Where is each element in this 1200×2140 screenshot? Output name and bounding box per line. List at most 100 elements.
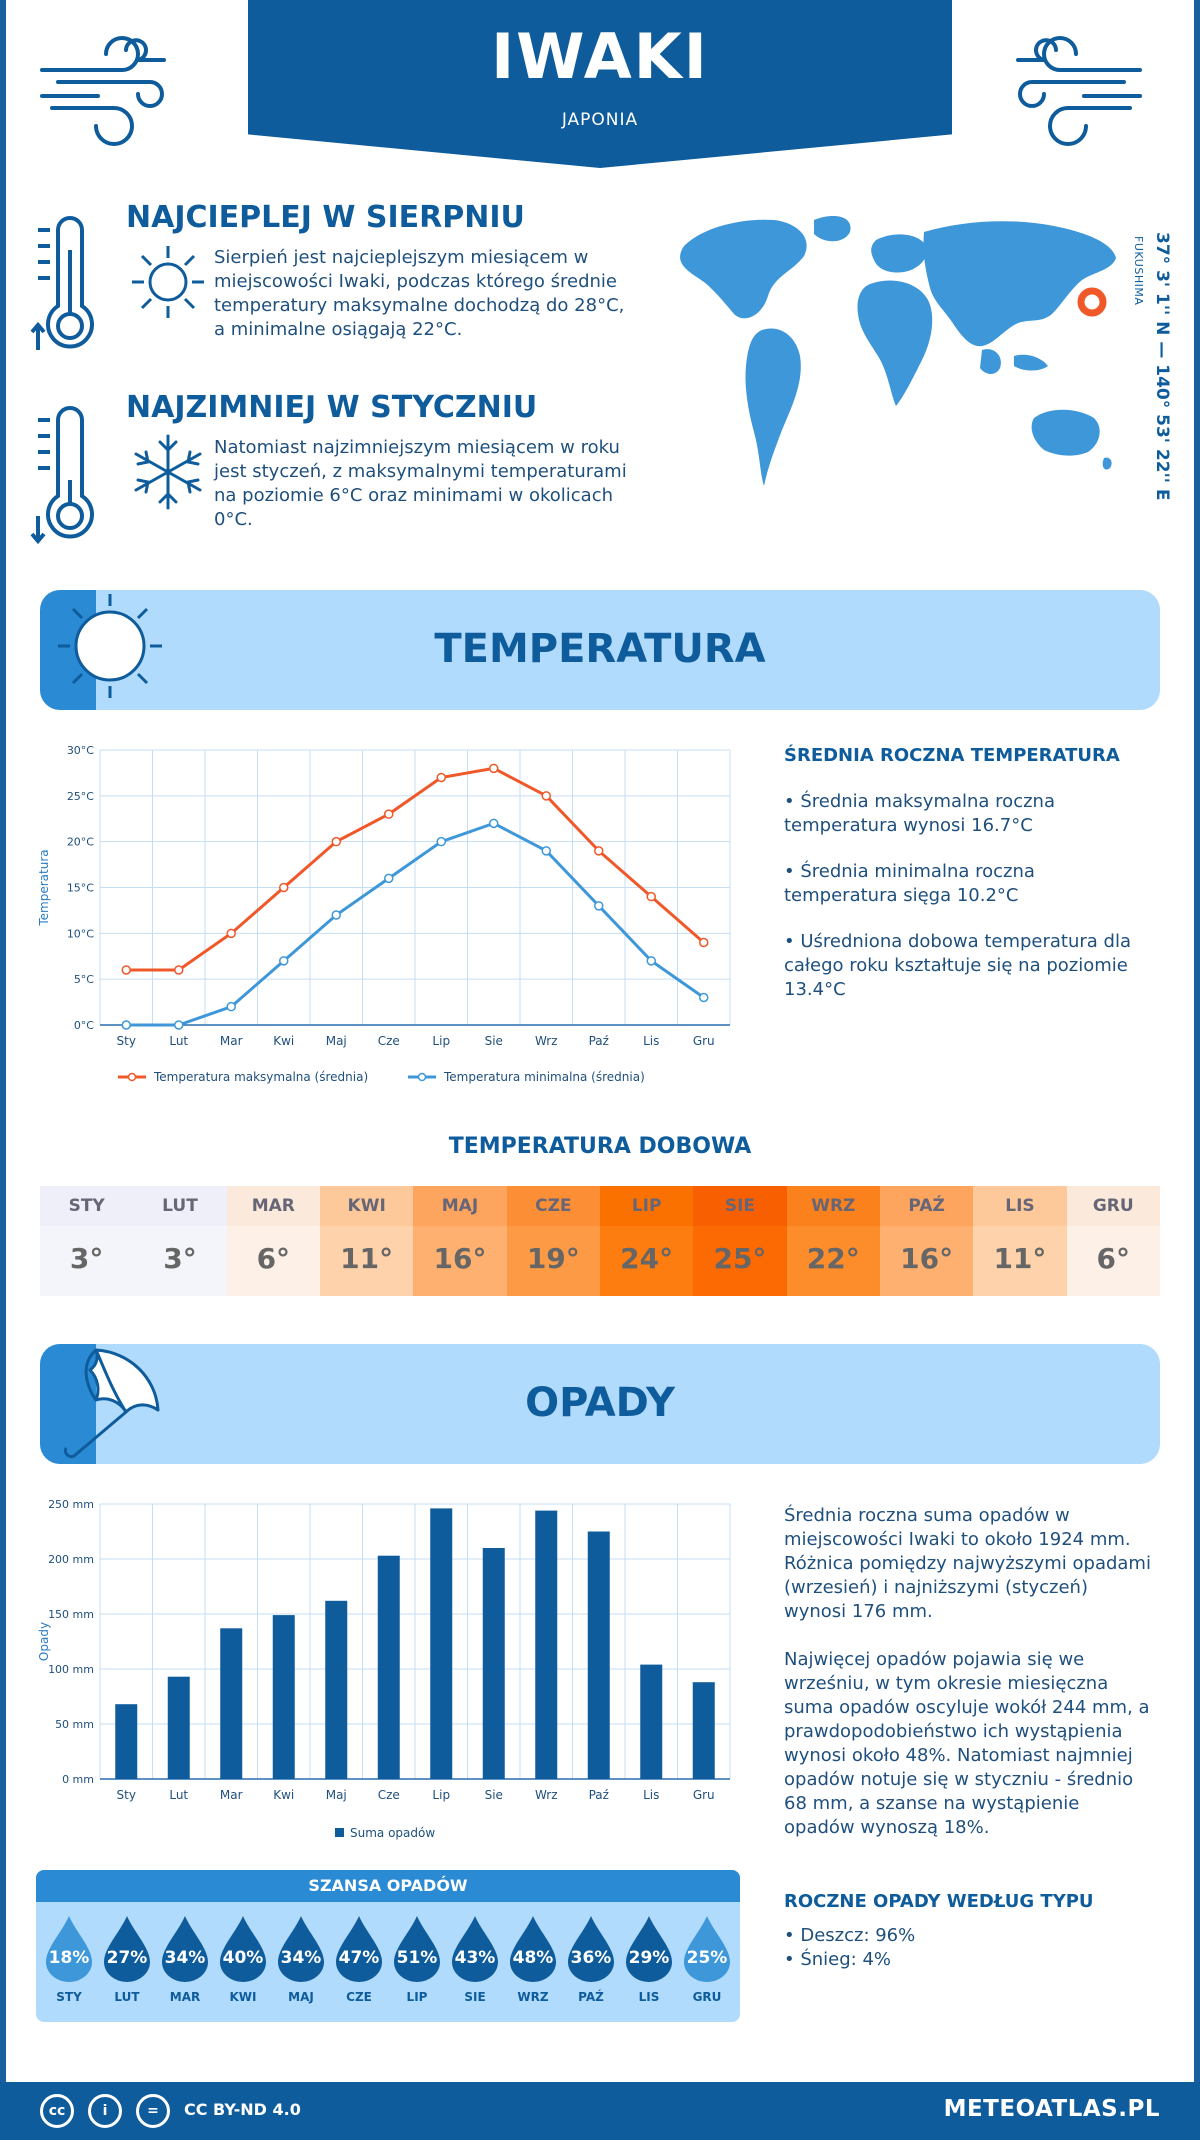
min-temperature-point <box>436 836 446 847</box>
rain-chance-value: 18% <box>48 1948 90 1968</box>
y-tick-label: 15°C <box>67 882 94 895</box>
rain-chance-value: 29% <box>628 1948 670 1968</box>
rain-chance-month: GRU <box>692 1990 722 2004</box>
temperature-bullet-min: • Średnia minimalna roczna temperatura s… <box>784 861 1035 906</box>
precipitation-bar <box>640 1664 663 1779</box>
rain-chance-item: 18% STY <box>40 1914 98 2018</box>
rain-chance-value: 48% <box>512 1948 554 1968</box>
raindrop-icon <box>162 1916 208 1982</box>
daily-temperature-value: 24° <box>599 1226 694 1296</box>
legend-label: Suma opadów <box>350 1826 435 1840</box>
temperature-bullet-max: • Średnia maksymalna roczna temperatura … <box>784 791 1055 836</box>
daily-temperature-value: 22° <box>786 1226 880 1296</box>
x-tick-label: Cze <box>378 1034 400 1048</box>
temperature-summary: ŚREDNIA ROCZNA TEMPERATURA • Średnia mak… <box>784 744 1154 1002</box>
min-temperature-point <box>121 1020 131 1030</box>
x-tick-label: Gru <box>693 1034 715 1048</box>
max-temperature-point <box>174 965 184 975</box>
x-tick-label: Sie <box>485 1788 503 1802</box>
y-tick-label: 200 mm <box>48 1553 94 1566</box>
y-tick-label: 150 mm <box>48 1608 94 1621</box>
no-derivatives-icon: = <box>136 2094 170 2128</box>
x-tick-label: Wrz <box>535 1788 558 1802</box>
daily-temperature-cell: PAŹ 16° <box>879 1186 974 1296</box>
brand-link[interactable]: METEOATLAS.PL <box>943 2096 1160 2122</box>
rain-chance-month: LIP <box>406 1990 428 2004</box>
min-temperature-point <box>174 1020 184 1030</box>
daily-temperature-cell: MAR 6° <box>226 1186 320 1296</box>
rain-chance-value: 34% <box>164 1948 206 1968</box>
daily-month-label: WRZ <box>786 1186 880 1226</box>
y-tick-label: 20°C <box>67 836 94 849</box>
raindrop-icon <box>278 1916 324 1982</box>
rain-chance-item: 34% MAR <box>156 1914 214 2018</box>
rain-chance-month: KWI <box>229 1990 257 2004</box>
rain-chance-value: 43% <box>454 1948 496 1968</box>
max-temperature-line <box>126 766 705 972</box>
precipitation-bar <box>482 1548 505 1779</box>
precipitation-type-rain: • Deszcz: 96% <box>784 1925 916 1946</box>
rain-chance-month: WRZ <box>517 1990 549 2004</box>
rain-chance-item: 40% KWI <box>214 1914 272 2018</box>
y-tick-label: 5°C <box>74 973 94 986</box>
daily-temperature-value: 19° <box>506 1226 600 1296</box>
daily-temperature-value: 16° <box>879 1226 974 1296</box>
wind-icon <box>1016 36 1142 146</box>
daily-temperature-table: STY 3° LUT 3° MAR 6° KWI 11° MAJ 16° CZE 19° LIP 24° S… <box>40 1186 1160 1296</box>
x-tick-label: Maj <box>326 1034 347 1048</box>
min-temperature-point <box>279 956 289 966</box>
raindrop-icon <box>394 1916 440 1982</box>
daily-temperature-cell: CZE 19° <box>506 1186 600 1296</box>
max-temperature-point <box>436 772 446 783</box>
precipitation-type-snow: • Śnieg: 4% <box>784 1949 892 1970</box>
rain-chance-drops: 18% STY 27% LUT 34% MAR 40% KWI 34% MAJ 47% CZE 51% L… <box>40 1914 736 2018</box>
y-axis-label: Temperatura <box>37 849 51 926</box>
daily-temperature-cell: STY 3° <box>40 1186 134 1296</box>
raindrop-icon <box>510 1916 556 1982</box>
rain-chance-month: CZE <box>346 1990 372 2004</box>
header-banner: IWAKI JAPONIA <box>248 0 952 168</box>
precipitation-bar <box>220 1628 243 1779</box>
precipitation-banner: OPADY <box>40 1344 1160 1464</box>
daily-month-label: MAR <box>226 1186 320 1226</box>
daily-month-label: GRU <box>1066 1186 1160 1226</box>
y-tick-label: 50 mm <box>55 1718 94 1731</box>
daily-month-label: PAŹ <box>879 1186 974 1226</box>
rain-chance-item: 51% LIP <box>388 1914 446 2018</box>
x-tick-label: Gru <box>693 1788 715 1802</box>
rain-chance-title: SZANSA OPADÓW <box>36 1870 740 1902</box>
x-tick-label: Lip <box>432 1034 450 1048</box>
wind-icon <box>40 36 166 146</box>
temperature-chart: 0°C 5°C 10°C 15°C 20°C 25°C 30°C Sty Lut Mar Kwi Ma… <box>37 744 731 1084</box>
precipitation-bar <box>587 1531 610 1779</box>
daily-temperature-cell: LUT 3° <box>133 1186 227 1296</box>
y-tick-label: 25°C <box>67 790 94 803</box>
x-tick-label: Kwi <box>273 1788 294 1802</box>
rain-chance-item: 47% CZE <box>330 1914 388 2018</box>
daily-month-label: STY <box>40 1186 134 1226</box>
rain-chance-month: PAŹ <box>578 1990 604 2004</box>
raindrop-icon <box>104 1916 150 1982</box>
umbrella-icon <box>63 1348 160 1459</box>
legend-marker <box>417 1072 427 1082</box>
daily-month-label: KWI <box>319 1186 414 1226</box>
precipitation-bar <box>377 1555 400 1779</box>
daily-temperature-value: 11° <box>319 1226 414 1296</box>
daily-temperature-cell: MAJ 16° <box>413 1186 507 1296</box>
x-tick-label: Kwi <box>273 1034 294 1048</box>
raindrop-icon <box>220 1916 266 1982</box>
daily-temperature-cell: KWI 11° <box>319 1186 414 1296</box>
coordinates: 37° 3' 1'' N — 140° 53' 22'' E <box>1152 232 1172 501</box>
max-temperature-point <box>331 836 341 847</box>
min-temperature-line <box>126 821 705 1027</box>
rain-chance-month: LIS <box>638 1990 660 2004</box>
max-temperature-point <box>489 763 499 774</box>
precipitation-bar <box>325 1600 348 1779</box>
daily-temperature-value: 6° <box>1066 1226 1160 1296</box>
temperature-title: TEMPERATURA <box>434 626 766 672</box>
cc-icon: cc <box>40 2094 74 2128</box>
max-temperature-point <box>279 882 289 893</box>
daily-month-label: LUT <box>133 1186 227 1226</box>
y-tick-label: 0°C <box>74 1019 94 1032</box>
rain-chance-value: 27% <box>106 1948 148 1968</box>
